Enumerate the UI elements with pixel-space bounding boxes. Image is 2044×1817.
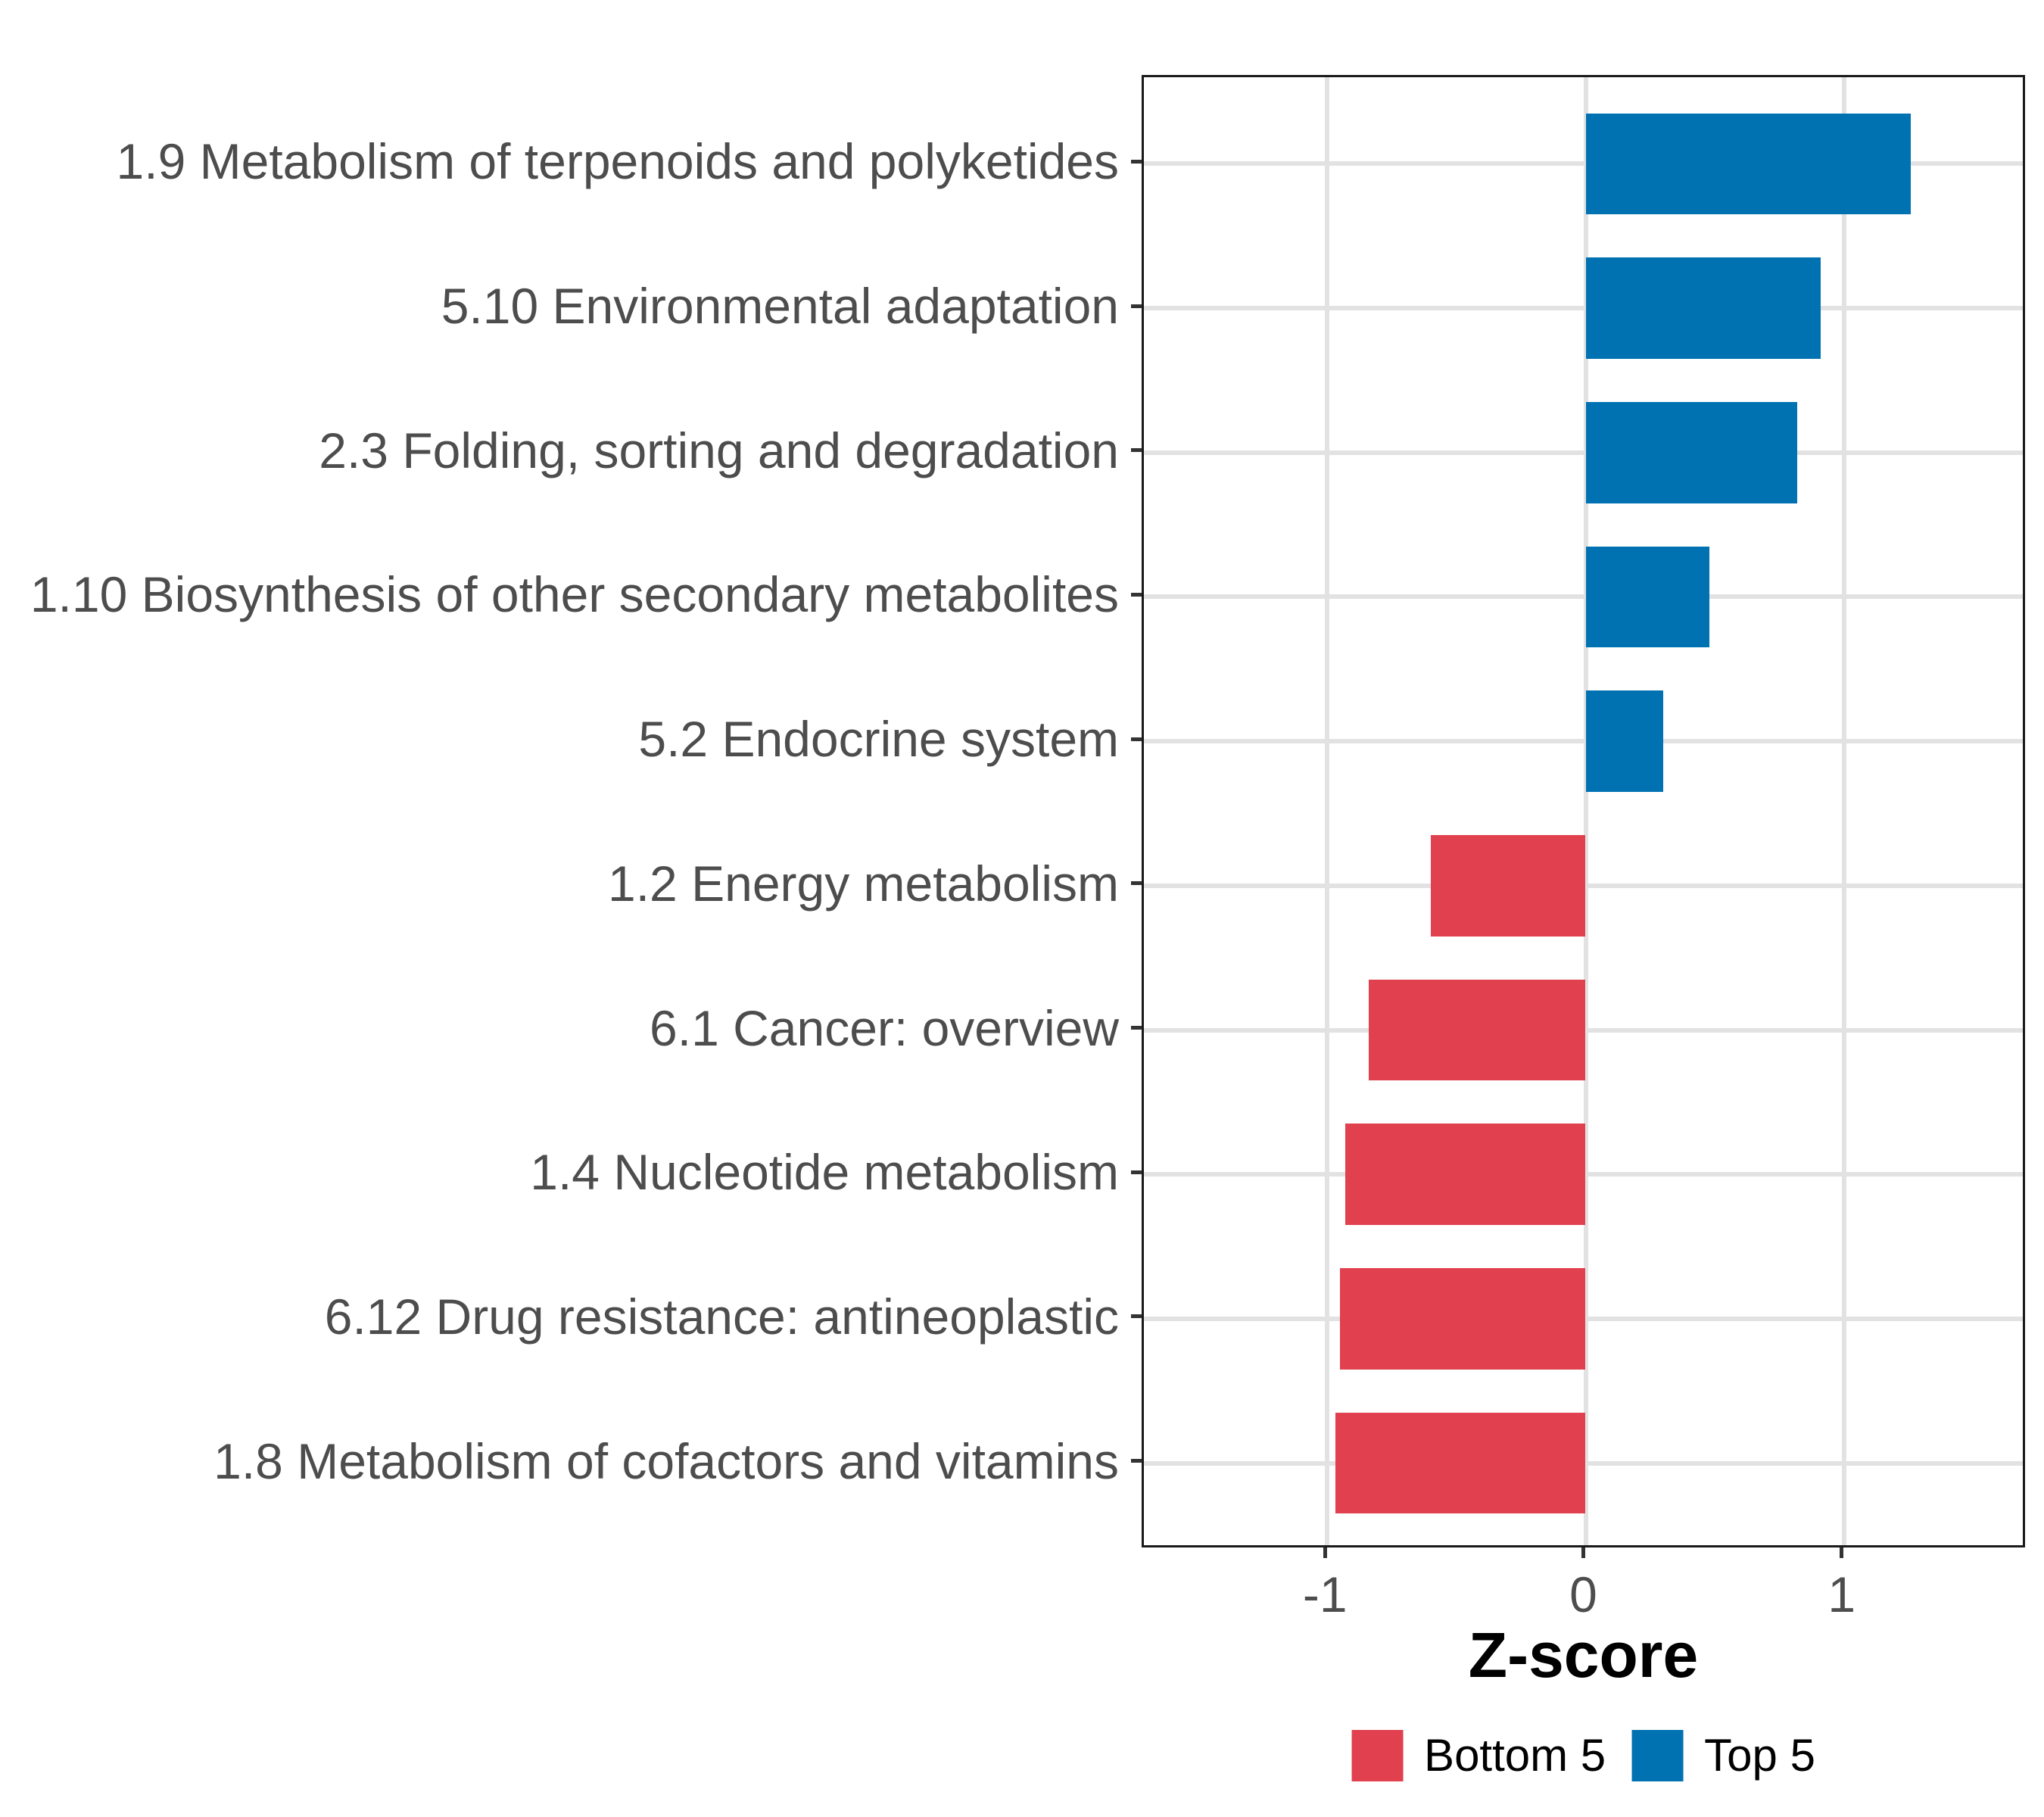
y-axis-label: 6.12 Drug resistance: antineoplastic: [324, 1288, 1119, 1345]
y-axis-tick: [1131, 1026, 1142, 1030]
y-axis-tick: [1131, 1170, 1142, 1174]
y-axis-tick: [1131, 881, 1142, 886]
grid-line-vertical: [1841, 77, 1846, 1545]
y-axis-tick: [1131, 159, 1142, 164]
y-axis-tick: [1131, 1314, 1142, 1319]
legend-swatch-bottom5: [1351, 1729, 1404, 1781]
legend-item-bottom5: Bottom 5: [1351, 1729, 1606, 1781]
x-axis-tick: [1323, 1547, 1327, 1558]
plot-panel: [1142, 75, 2025, 1547]
y-axis-label: 1.9 Metabolism of terpenoids and polyket…: [116, 133, 1119, 190]
bar-bottom5: [1430, 835, 1586, 937]
y-axis-tick: [1131, 448, 1142, 453]
bar-bottom5: [1335, 1412, 1586, 1514]
legend-label-top5: Top 5: [1704, 1730, 1815, 1781]
bar-top5: [1585, 402, 1798, 503]
y-axis-tick: [1131, 304, 1142, 308]
bar-bottom5: [1345, 1124, 1586, 1225]
bar-top5: [1585, 546, 1710, 648]
y-axis-label: 5.10 Environmental adaptation: [441, 278, 1119, 335]
grid-line-vertical: [1325, 77, 1330, 1545]
x-axis-tick-label: -1: [1302, 1566, 1348, 1622]
y-axis-label: 2.3 Folding, sorting and degradation: [319, 422, 1119, 478]
bar-top5: [1585, 113, 1912, 215]
y-axis-tick: [1131, 1459, 1142, 1463]
legend-label-bottom5: Bottom 5: [1424, 1730, 1606, 1781]
bar-top5: [1585, 690, 1663, 792]
legend: Bottom 5 Top 5: [1351, 1729, 1815, 1781]
y-axis-label: 6.1 Cancer: overview: [650, 999, 1119, 1056]
x-axis-tick: [1840, 1547, 1844, 1558]
x-axis-tick-label: 0: [1569, 1566, 1597, 1622]
y-axis-label: 1.4 Nucleotide metabolism: [530, 1144, 1119, 1201]
y-axis-tick: [1131, 737, 1142, 741]
y-axis-label: 5.2 Endocrine system: [638, 711, 1119, 768]
y-axis-tick: [1131, 592, 1142, 597]
bar-bottom5: [1368, 979, 1586, 1081]
x-axis-title: Z-score: [1468, 1619, 1699, 1691]
legend-swatch-top5: [1631, 1729, 1684, 1781]
bar-bottom5: [1340, 1268, 1586, 1370]
legend-item-top5: Top 5: [1631, 1729, 1815, 1781]
grid-line-vertical: [1583, 77, 1588, 1545]
bar-top5: [1585, 257, 1821, 359]
y-axis-label: 1.8 Metabolism of cofactors and vitamins: [213, 1432, 1119, 1489]
y-axis-label: 1.10 Biosynthesis of other secondary met…: [30, 566, 1119, 623]
x-axis-tick-label: 1: [1827, 1566, 1856, 1622]
x-axis-tick: [1581, 1547, 1585, 1558]
y-axis-label: 1.2 Energy metabolism: [608, 855, 1119, 912]
